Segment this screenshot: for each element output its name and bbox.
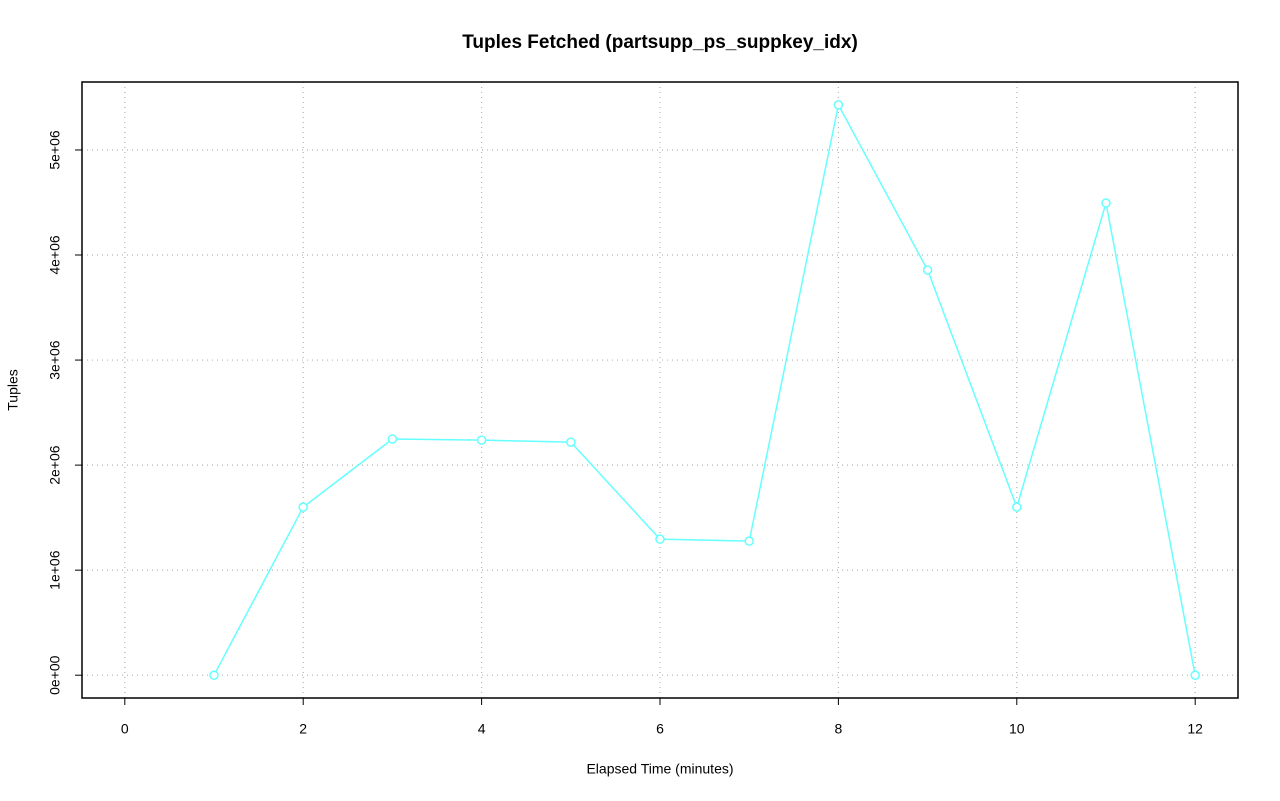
data-line <box>213 102 1196 676</box>
data-point <box>655 534 665 544</box>
data-point <box>387 434 398 444</box>
y-tick-label: 0e+00 <box>47 655 63 695</box>
data-point <box>298 502 308 512</box>
chart-title: Tuples Fetched (partsupp_ps_suppkey_idx) <box>462 32 858 53</box>
y-axis-label: Tuples <box>5 369 21 411</box>
x-tick-label: 12 <box>1187 721 1203 737</box>
data-point <box>1012 502 1022 512</box>
data-point <box>1190 670 1200 680</box>
data-point <box>744 536 754 546</box>
y-tick-label: 2e+06 <box>47 445 63 485</box>
y-tick-label: 4e+06 <box>47 235 63 275</box>
x-tick-label: 6 <box>656 721 664 737</box>
x-tick-label: 10 <box>1009 721 1025 737</box>
plot-frame <box>81 81 1239 699</box>
y-tick-label: 5e+06 <box>47 130 63 170</box>
x-tick-label: 8 <box>834 721 842 737</box>
x-tick-label: 0 <box>121 721 129 737</box>
data-point <box>209 670 219 680</box>
x-tick-label: 2 <box>299 721 307 737</box>
data-point <box>833 100 844 110</box>
x-axis-label: Elapsed Time (minutes) <box>586 761 733 777</box>
data-point <box>476 435 487 445</box>
y-tick-label: 3e+06 <box>47 340 63 380</box>
data-point <box>566 437 576 447</box>
data-point <box>1101 198 1111 208</box>
x-tick-label: 4 <box>478 721 486 737</box>
data-point <box>922 265 933 275</box>
y-tick-label: 1e+06 <box>47 550 63 590</box>
